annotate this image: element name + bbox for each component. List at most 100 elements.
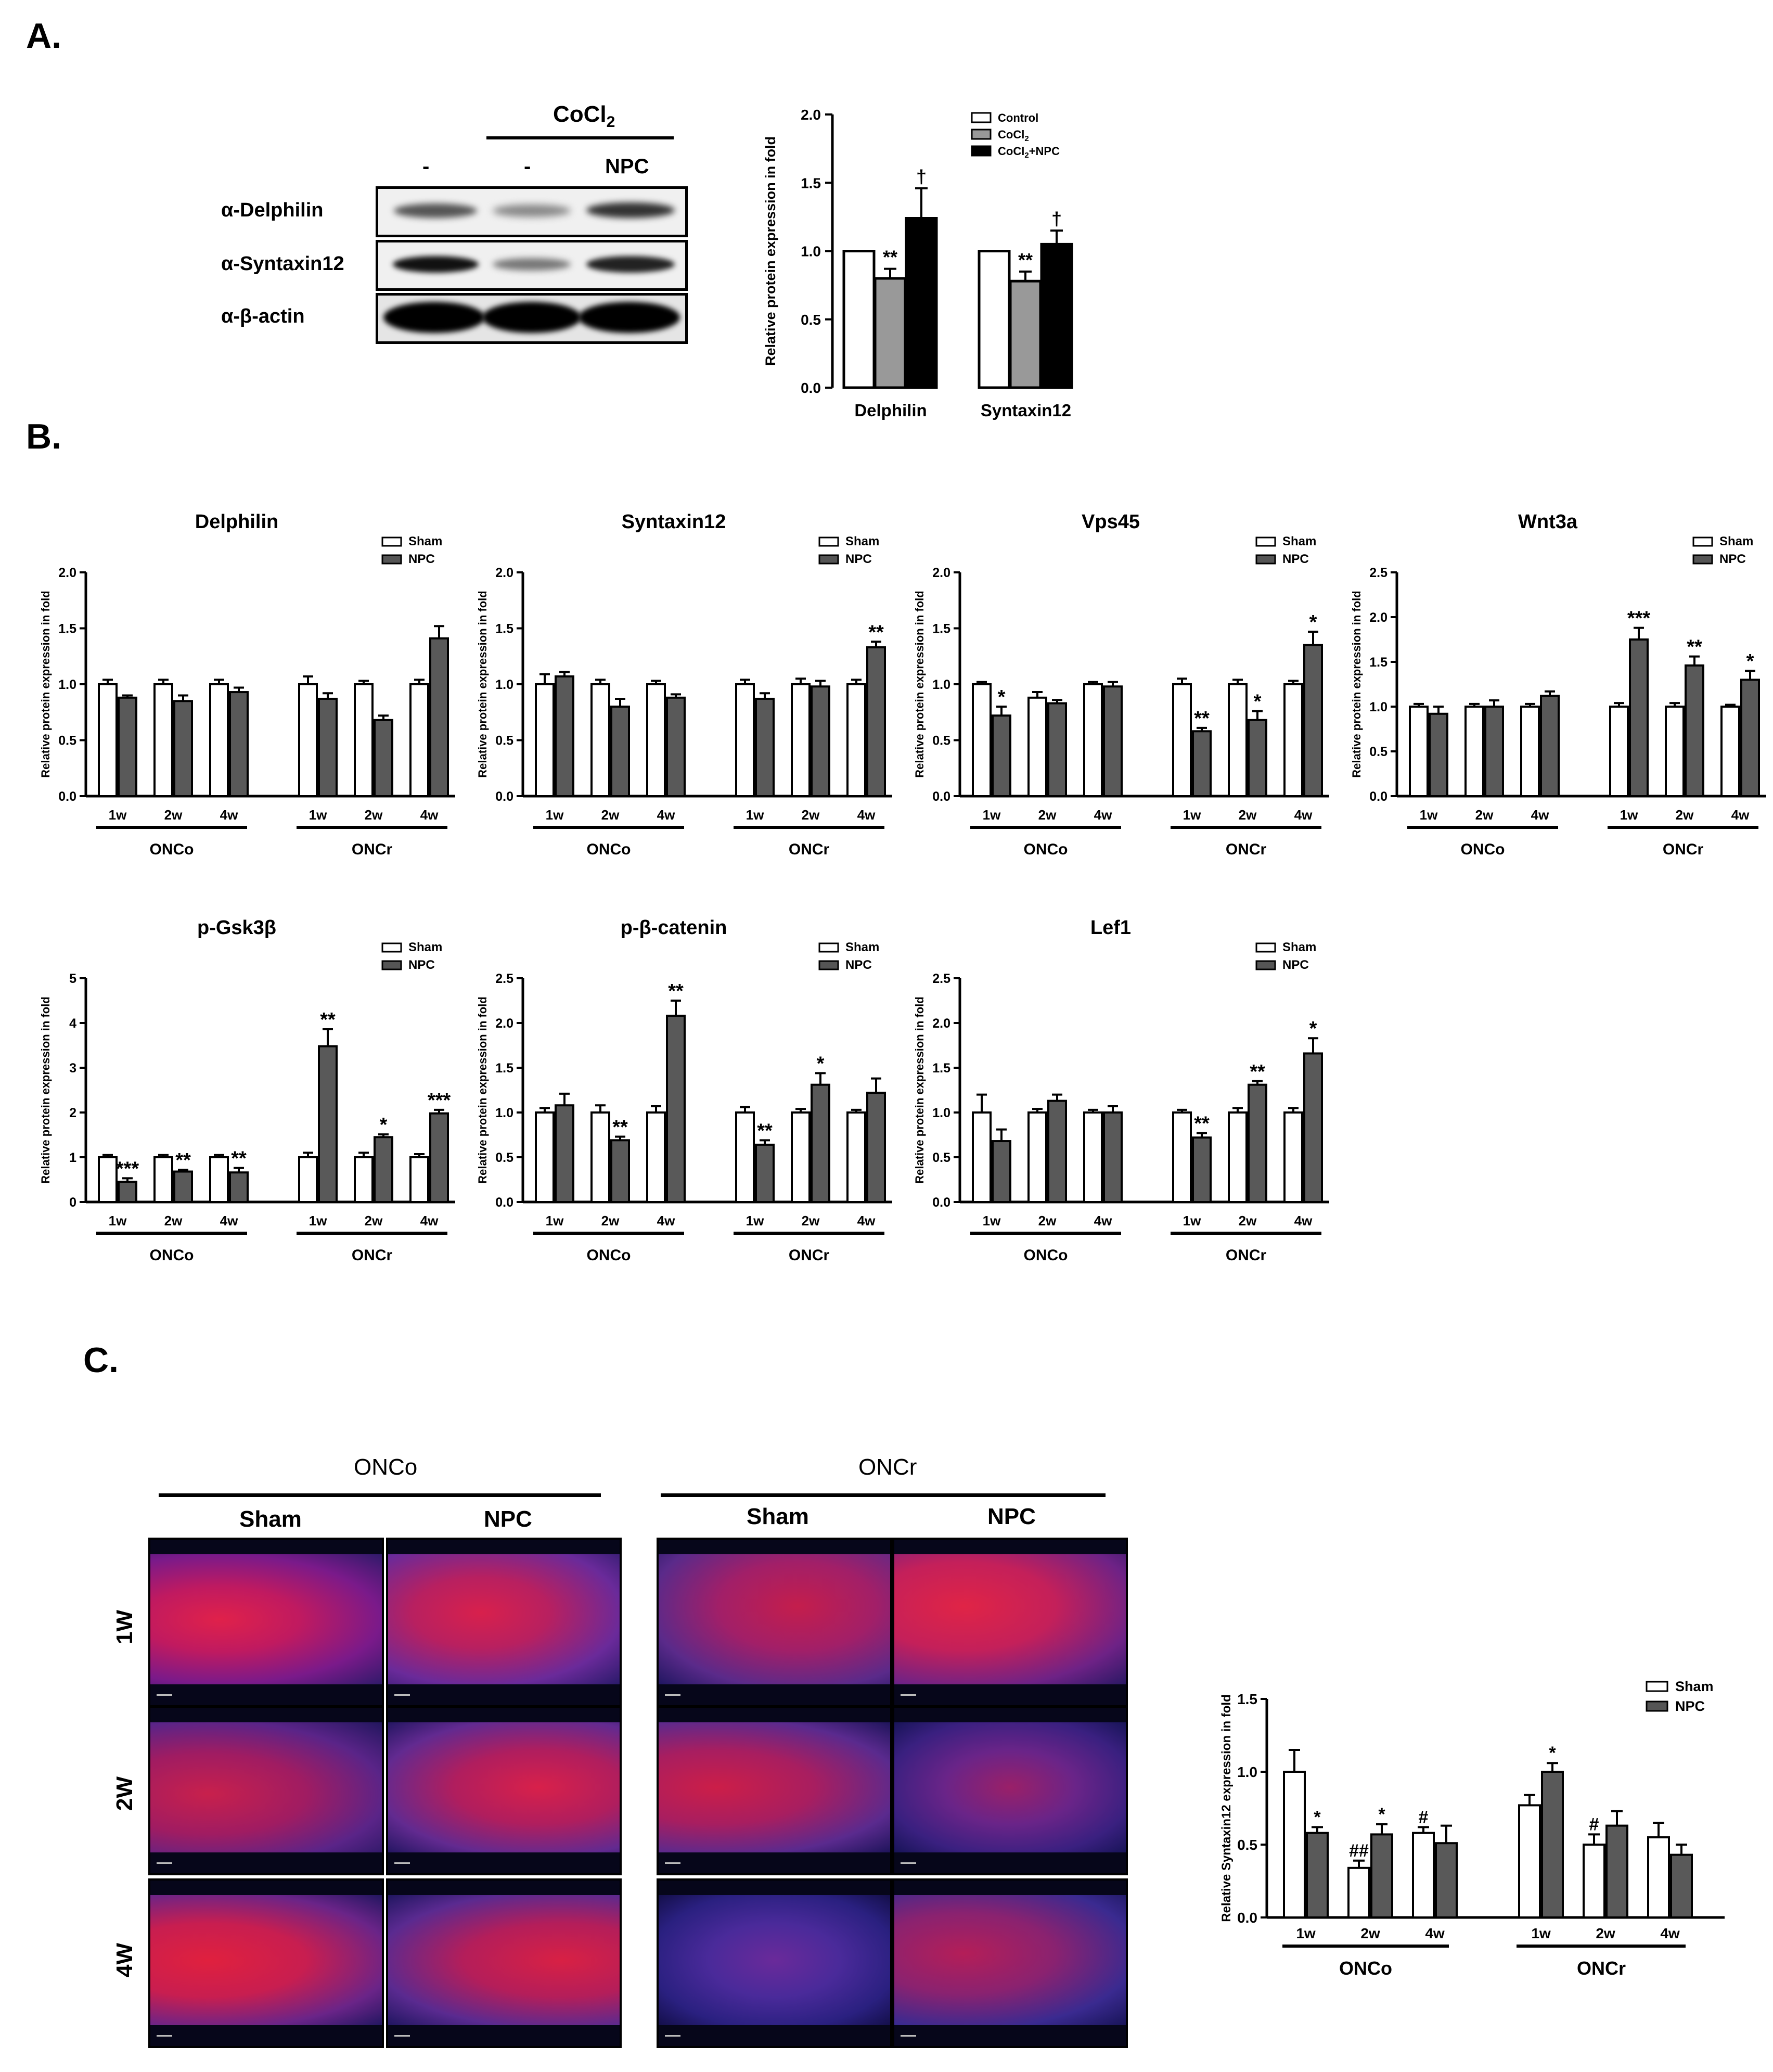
micro-col-sham: Sham bbox=[747, 1504, 809, 1529]
legend-swatch-sham bbox=[381, 942, 402, 953]
y-tick-label: 2.5 bbox=[1369, 566, 1387, 580]
y-tick-label: 0.5 bbox=[932, 1150, 950, 1165]
scale-bar bbox=[665, 1862, 680, 1864]
bar-sham bbox=[972, 683, 992, 797]
chart-b-1: Delphilin Sham NPC 0.0 0.5 1.0 1.5 2.0 Relative … bbox=[39, 513, 455, 858]
legend-label-sham: Sham bbox=[408, 534, 442, 548]
y-tick-label: 2.0 bbox=[1369, 610, 1387, 625]
chart-title: Syntaxin12 bbox=[622, 513, 726, 533]
lane-label-1: - bbox=[422, 155, 430, 178]
x-tick-label: 1w bbox=[983, 807, 1001, 823]
x-tick-label: 2w bbox=[1676, 807, 1694, 823]
bar-npc bbox=[1429, 712, 1448, 798]
scale-bar bbox=[157, 1862, 172, 1864]
x-tick-label: 2w bbox=[1038, 807, 1057, 823]
bar-npc bbox=[1192, 1136, 1212, 1203]
y-tick-label: 2.0 bbox=[58, 566, 76, 580]
bar-cocl2 bbox=[873, 277, 907, 389]
scale-bar bbox=[394, 1694, 410, 1696]
bar-sham bbox=[1347, 1866, 1370, 1918]
micrograph-image bbox=[657, 1538, 892, 1707]
significance-mark: * bbox=[1309, 611, 1317, 633]
legend-label: CoCl2 bbox=[998, 128, 1029, 143]
y-axis-label: Relative protein expression in fold bbox=[476, 996, 489, 1183]
bar-sham bbox=[1412, 1832, 1435, 1918]
chart-title: p-Gsk3β bbox=[197, 918, 276, 939]
x-tick-label: 1w bbox=[546, 1213, 564, 1229]
legend-label-sham: Sham bbox=[1282, 940, 1316, 954]
band bbox=[393, 256, 479, 273]
significance-mark: * bbox=[1314, 1807, 1321, 1827]
bar-npc bbox=[1103, 685, 1123, 797]
chart-b-3: Vps45 Sham NPC 0.0 0.5 1.0 1.5 2.0 Relative prot… bbox=[913, 513, 1329, 858]
category-label: Syntaxin12 bbox=[981, 401, 1071, 420]
legend-swatch bbox=[971, 145, 992, 157]
x-tick-label: 4w bbox=[1094, 1213, 1112, 1229]
legend-label-part: CoCl bbox=[998, 145, 1024, 158]
lane-label-3: NPC bbox=[605, 155, 649, 178]
significance-mark: * bbox=[1254, 691, 1262, 713]
treatment-line bbox=[486, 136, 674, 139]
micrograph-image bbox=[386, 1706, 622, 1875]
micro-group-line bbox=[661, 1493, 1106, 1497]
micrograph-image bbox=[148, 1878, 384, 2048]
x-tick-label: 1w bbox=[1183, 807, 1201, 823]
row-label-delphilin: α-Delphilin bbox=[221, 199, 324, 221]
bar-sham bbox=[153, 683, 173, 797]
x-tick-label: 1w bbox=[1296, 1925, 1316, 1941]
x-tick-label: 2w bbox=[1360, 1925, 1380, 1941]
band bbox=[482, 302, 581, 333]
bar-npc bbox=[374, 719, 393, 797]
legend-swatch-npc bbox=[381, 554, 402, 565]
bar-npc bbox=[429, 637, 449, 797]
y-tick-label: 2.5 bbox=[495, 971, 513, 986]
bar-sham bbox=[1720, 706, 1740, 797]
scale-bar bbox=[665, 2035, 680, 2037]
bar-npc bbox=[173, 1170, 193, 1203]
bar-npc bbox=[755, 1143, 775, 1204]
legend-label-npc: NPC bbox=[408, 958, 435, 972]
x-tick-label: 4w bbox=[1660, 1925, 1680, 1941]
group-label: ONCo bbox=[587, 841, 631, 858]
bar-npc bbox=[1303, 644, 1323, 797]
chart-b-7: Lef1 Sham NPC 0.0 0.5 1.0 1.5 2.0 2.5 Relative pr… bbox=[913, 918, 1329, 1264]
chart-b-2: Syntaxin12 Sham NPC 0.0 0.5 1.0 1.5 2.0 Relative… bbox=[476, 513, 892, 858]
micrograph-image bbox=[148, 1706, 384, 1875]
legend-label-sham: Sham bbox=[845, 940, 879, 954]
y-tick-label: 1.5 bbox=[495, 622, 513, 636]
panel-a-letter: A. bbox=[26, 16, 61, 56]
bar-npc bbox=[610, 1139, 630, 1204]
tissue-section bbox=[659, 1722, 890, 1852]
y-tick-label: 1.0 bbox=[495, 1106, 513, 1120]
legend-label-part: +NPC bbox=[1029, 145, 1060, 158]
y-tick-label: 0.0 bbox=[495, 789, 513, 804]
x-tick-label: 2w bbox=[601, 807, 620, 823]
bar-npc bbox=[811, 685, 830, 797]
y-tick-label: 0.5 bbox=[1369, 745, 1387, 759]
tissue-section bbox=[894, 1554, 1126, 1684]
tissue-section bbox=[894, 1895, 1126, 2025]
significance-mark: * bbox=[1549, 1743, 1556, 1763]
y-tick-label: 0.5 bbox=[495, 734, 513, 748]
bar-sham bbox=[1665, 706, 1685, 797]
bar-sham bbox=[98, 1156, 118, 1203]
group-label: ONCo bbox=[1339, 1958, 1392, 1979]
bar-npc bbox=[318, 697, 338, 798]
bar-npc bbox=[1248, 1083, 1267, 1203]
bar-npc bbox=[1541, 1771, 1564, 1918]
treatment-header: CoCl2 bbox=[553, 101, 615, 131]
legend-swatch-sham bbox=[1255, 536, 1276, 547]
x-tick-label: 4w bbox=[1294, 1213, 1313, 1229]
micro-col-npc: NPC bbox=[484, 1506, 532, 1532]
tissue-section bbox=[150, 1554, 382, 1684]
y-tick-label: 4 bbox=[69, 1016, 76, 1031]
bar-sham bbox=[153, 1156, 173, 1203]
bar-npc bbox=[1484, 706, 1504, 797]
bar-npc bbox=[811, 1083, 830, 1203]
y-tick-label: 0.0 bbox=[1237, 1910, 1257, 1926]
bar-sham bbox=[535, 683, 555, 797]
legend-label-part: 2 bbox=[1024, 151, 1029, 160]
legend-label-sham: Sham bbox=[845, 534, 879, 548]
bar-sham bbox=[354, 1156, 374, 1203]
micro-row-2w: 2W bbox=[112, 1776, 137, 1811]
